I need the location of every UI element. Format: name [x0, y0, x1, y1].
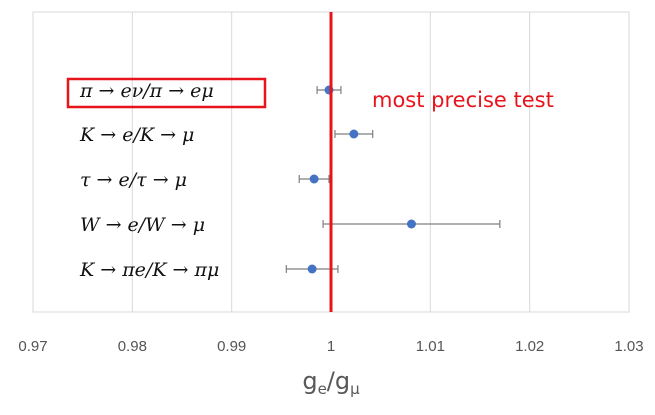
category-label: π → eν/π → eμ: [79, 80, 214, 102]
x-tick-label: 0.98: [118, 338, 147, 355]
x-tick-label: 0.99: [217, 338, 246, 355]
data-point: [406, 219, 416, 229]
xlabel-sub-e: e: [318, 380, 327, 398]
x-tick-label: 1: [327, 338, 335, 355]
category-label: K → πe/K → πμ: [79, 259, 219, 281]
x-tick-label: 0.97: [18, 338, 47, 355]
highlight-box: [66, 77, 267, 109]
x-tick-labels: 0.97 0.98 0.99 1 1.01 1.02 1.03: [18, 338, 643, 355]
category-label: W → e/W → μ: [80, 214, 205, 236]
xlabel-sub-mu: μ: [350, 380, 360, 398]
x-axis-label: ge/gμ: [302, 367, 360, 398]
x-tick-label: 1.01: [416, 338, 445, 355]
data-point: [309, 174, 319, 184]
category-label: τ → e/τ → μ: [80, 169, 187, 191]
xlabel-slash: /: [327, 367, 336, 395]
x-tick-label: 1.02: [515, 338, 544, 355]
xlabel-base: g: [302, 367, 317, 395]
data-point: [307, 264, 317, 274]
xlabel-base2: g: [335, 367, 350, 395]
x-tick-label: 1.03: [614, 338, 643, 355]
category-label: K → e/K → μ: [79, 124, 194, 146]
data-point: [349, 129, 359, 139]
category-labels: π → eν/π → eμ K → e/K → μ τ → e/τ → μ W → e…: [79, 80, 219, 281]
annotation-text: most precise test: [372, 88, 554, 112]
